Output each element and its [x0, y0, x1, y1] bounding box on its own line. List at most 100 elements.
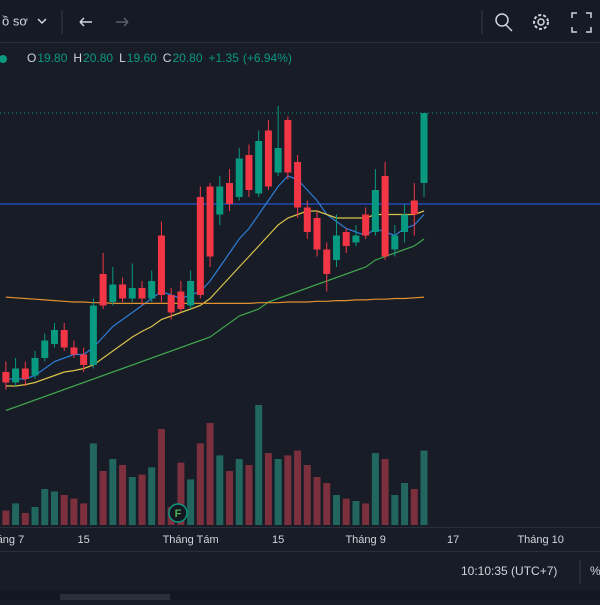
- event-marker-label: F: [175, 508, 182, 520]
- volume-bar: [41, 489, 49, 525]
- settings-button[interactable]: [533, 14, 549, 30]
- volume-bar: [206, 423, 214, 525]
- candle-body: [41, 340, 49, 358]
- candle-body: [401, 214, 409, 232]
- legend-key: O: [27, 51, 36, 65]
- candle-body: [70, 347, 78, 355]
- x-tick-label: Tháng Tám: [163, 534, 219, 546]
- percent-toggle[interactable]: %: [590, 564, 600, 578]
- candle-body: [342, 232, 350, 246]
- candle-body: [50, 330, 58, 344]
- legend-change: +1.35: [209, 51, 240, 65]
- volume-bar: [226, 471, 234, 525]
- legend-value: 20.80: [172, 51, 202, 65]
- volume-bar: [89, 443, 97, 525]
- volume-bar: [352, 501, 360, 525]
- volume-bar: [99, 471, 107, 525]
- candle-body: [2, 372, 10, 383]
- volume-bar: [148, 467, 156, 525]
- x-tick-label: tháng 7: [0, 534, 24, 546]
- legend-value: 19.80: [37, 51, 67, 65]
- candle-body: [323, 249, 331, 274]
- clock: 10:10:35 (UTC+7): [461, 564, 557, 578]
- x-tick-label: 15: [78, 534, 90, 546]
- volume-bar: [362, 503, 370, 525]
- search-indicator-button[interactable]: [495, 13, 513, 32]
- candle-body: [89, 305, 97, 365]
- volume-bar: [138, 474, 146, 525]
- candle-body: [109, 284, 117, 302]
- moving-average: [5, 210, 425, 387]
- volume-bar: [109, 459, 117, 525]
- time-axis: tháng 7 15 Tháng Tám 15 Tháng 9 17 Tháng 10: [0, 534, 564, 546]
- volume-bar: [410, 489, 418, 525]
- ohlc-legend: O 19.80 H 20.80 L 19.60 C 20.80 +1.35 (+6.94%): [27, 51, 292, 65]
- x-tick-label: 17: [447, 534, 459, 546]
- fullscreen-button[interactable]: [571, 12, 592, 33]
- layout-name[interactable]: ồ sơ: [2, 13, 28, 28]
- volume-bar: [381, 459, 389, 525]
- candle-body: [274, 148, 282, 173]
- toolbar: [0, 0, 600, 42]
- candle-body: [196, 197, 204, 295]
- volume-bar: [187, 479, 195, 525]
- dropdown-icon[interactable]: [37, 18, 47, 25]
- event-marker: [168, 503, 188, 523]
- candle-body: [284, 120, 292, 173]
- volume-bar: [60, 495, 68, 525]
- volume-bar: [401, 483, 409, 525]
- candle-body: [128, 288, 136, 299]
- candle-body: [216, 186, 224, 215]
- bottom-strip: [0, 590, 600, 600]
- candle-body: [420, 113, 428, 183]
- x-tick-label: Tháng 9: [345, 534, 385, 546]
- candle-body: [264, 130, 272, 187]
- volume-bar: [128, 477, 136, 525]
- legend-value: 19.60: [127, 51, 157, 65]
- candle-body: [157, 235, 165, 295]
- legend-change-percent: (+6.94%): [243, 51, 292, 65]
- candle-body: [226, 183, 234, 204]
- candle-body: [177, 291, 185, 309]
- candle-body: [235, 158, 243, 197]
- legend-key: L: [119, 51, 126, 65]
- moving-average: [5, 238, 425, 412]
- volume-bar: [216, 455, 224, 525]
- volume-bar: [303, 465, 311, 525]
- volume-bar: [2, 510, 10, 525]
- volume-bar: [332, 495, 340, 525]
- volume-bar: [119, 465, 127, 525]
- redo-button[interactable]: [116, 17, 129, 27]
- candle-body: [60, 330, 68, 348]
- candle-body: [148, 281, 156, 299]
- candle-body: [99, 274, 107, 306]
- moving-average: [5, 296, 425, 304]
- volume-bar: [274, 459, 282, 525]
- volume-bar: [177, 462, 185, 525]
- scrollbar[interactable]: [60, 594, 170, 600]
- candle-body: [303, 207, 311, 232]
- status-dot: [0, 55, 7, 63]
- candle-body: [245, 155, 253, 190]
- candle-body: [12, 368, 20, 383]
- legend-value: 20.80: [83, 51, 113, 65]
- volume-bar: [21, 513, 29, 525]
- volume-bar: [70, 498, 78, 525]
- volume-bar: [420, 450, 428, 525]
- volume-bar: [80, 503, 88, 525]
- volume-bar: [235, 459, 243, 525]
- candle-body: [31, 358, 39, 376]
- volume-bar: [264, 453, 272, 525]
- candle-body: [187, 281, 195, 306]
- candle-body: [313, 218, 321, 250]
- candle-body: [138, 288, 146, 299]
- volume-bar: [342, 498, 350, 525]
- volume-bar: [245, 465, 253, 525]
- undo-button[interactable]: [79, 17, 92, 27]
- legend-key: H: [73, 51, 82, 65]
- x-tick-label: 15: [272, 534, 284, 546]
- volume-bar: [313, 477, 321, 525]
- candle-body: [371, 190, 379, 232]
- volume-bar: [50, 491, 58, 525]
